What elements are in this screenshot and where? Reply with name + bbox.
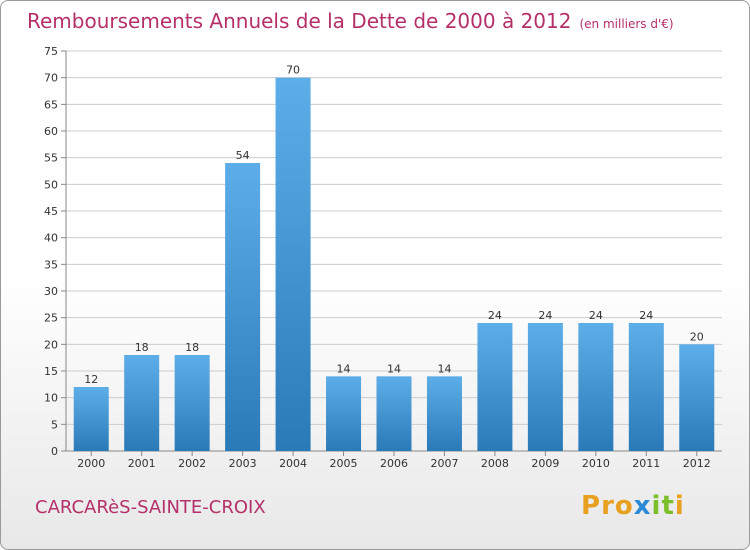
logo-letter: x: [633, 491, 652, 521]
data-label: 14: [337, 362, 351, 375]
y-tick-label: 30: [44, 285, 58, 298]
city-name: CARCARèS-SAINTE-CROIX: [35, 497, 266, 518]
y-tick-label: 50: [44, 178, 58, 191]
x-tick-label: 2011: [632, 457, 660, 470]
bar: [326, 376, 362, 451]
logo-letter: i: [651, 491, 662, 521]
logo-letter: o: [614, 491, 634, 521]
x-tick-label: 2006: [380, 457, 408, 470]
x-tick-label: 2009: [531, 457, 559, 470]
y-tick-label: 70: [44, 72, 58, 85]
data-label: 24: [488, 309, 502, 322]
y-tick-label: 75: [44, 45, 58, 58]
bar: [174, 355, 210, 451]
y-tick-label: 45: [44, 205, 58, 218]
logo-letter: t: [661, 491, 675, 521]
x-tick-label: 2005: [330, 457, 358, 470]
logo-letter: P: [581, 491, 602, 521]
data-label: 24: [639, 309, 653, 322]
data-label: 24: [589, 309, 603, 322]
x-tick-label: 2003: [229, 457, 257, 470]
bar: [426, 376, 462, 451]
y-tick-label: 10: [44, 392, 58, 405]
bar: [376, 376, 412, 451]
x-tick-label: 2004: [279, 457, 307, 470]
y-tick-label: 40: [44, 232, 58, 245]
data-label: 14: [387, 362, 401, 375]
bar: [225, 163, 261, 451]
y-tick-label: 5: [51, 418, 58, 431]
y-tick-label: 0: [51, 445, 58, 458]
bar: [73, 387, 109, 451]
x-tick-label: 2012: [683, 457, 711, 470]
gridlines: [66, 50, 722, 425]
logo-letter: r: [601, 491, 615, 521]
data-label: 14: [437, 362, 451, 375]
y-tick-label: 35: [44, 258, 58, 271]
data-label: 18: [135, 341, 149, 354]
chart-subtitle: (en milliers d'€): [579, 17, 674, 31]
x-tick-label: 2007: [430, 457, 458, 470]
logo-letter: i: [674, 491, 685, 521]
bar: [527, 323, 563, 451]
y-tick-label: 55: [44, 152, 58, 165]
proxiti-logo: Proxiti: [581, 491, 685, 521]
y-tick-label: 25: [44, 312, 58, 325]
bar: [124, 355, 160, 451]
y-tick-label: 15: [44, 365, 58, 378]
x-tick-label: 2010: [582, 457, 610, 470]
title-text: Remboursements Annuels de la Dette de 20…: [27, 9, 572, 33]
bar: [477, 323, 513, 451]
x-tick-label: 2002: [178, 457, 206, 470]
y-tick-label: 60: [44, 125, 58, 138]
bars: [73, 77, 715, 452]
y-tick-label: 65: [44, 98, 58, 111]
data-label: 20: [690, 330, 704, 343]
x-tick-label: 2000: [77, 457, 105, 470]
x-tick-label: 2008: [481, 457, 509, 470]
bar: [578, 323, 614, 451]
y-tick-label: 20: [44, 338, 58, 351]
data-label: 70: [286, 64, 300, 77]
chart-title: Remboursements Annuels de la Dette de 20…: [27, 9, 674, 33]
bar: [628, 323, 664, 451]
bar: [679, 344, 715, 451]
data-label: 12: [84, 373, 98, 386]
data-label: 54: [236, 149, 250, 162]
labels: 0 5 10 15 20 25 30 35 40 45 50 55 60 65 70 75 12 2000 18 20…: [44, 45, 711, 470]
bar: [275, 77, 311, 452]
data-label: 18: [185, 341, 199, 354]
x-tick-label: 2001: [128, 457, 156, 470]
data-label: 24: [538, 309, 552, 322]
